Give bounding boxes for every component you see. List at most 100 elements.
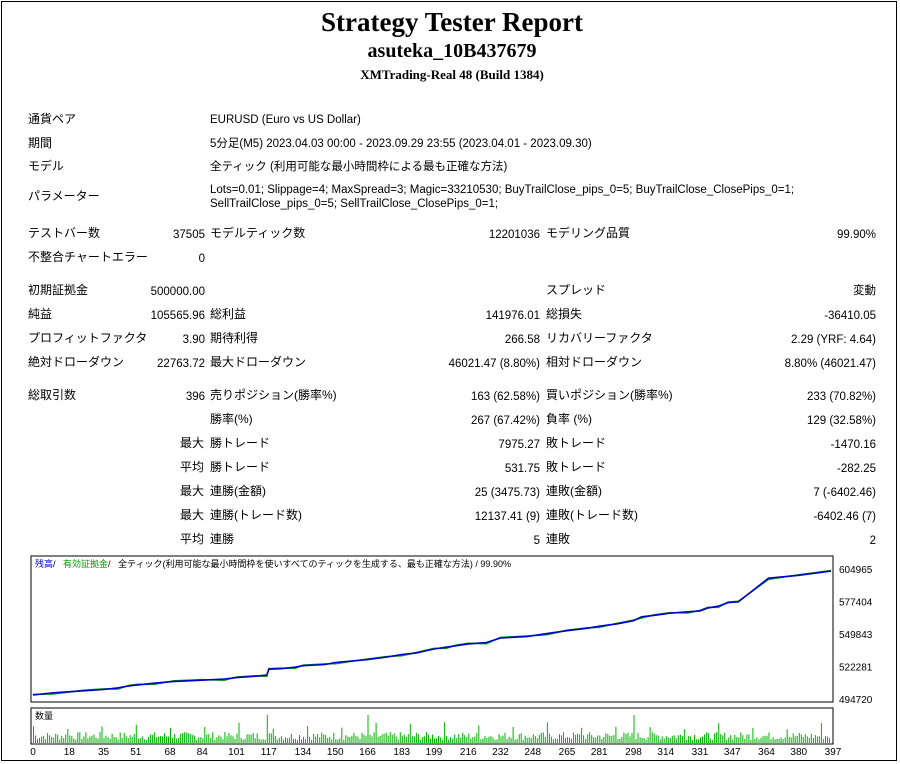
volume-bar: [452, 738, 454, 743]
volume-bar: [607, 734, 609, 743]
y-tick-label: 494720: [839, 695, 873, 706]
volume-bar: [466, 736, 468, 743]
legend-equity: 有効証拠金: [63, 558, 108, 569]
volume-bar: [681, 736, 683, 743]
volume-bar: [375, 722, 377, 743]
volume-bar: [434, 738, 435, 743]
volume-bar: [198, 737, 200, 743]
volume-bar: [827, 736, 828, 743]
volume-bar: [609, 735, 611, 743]
volume-bar: [802, 737, 804, 743]
volume-bar: [492, 737, 494, 743]
volume-bar: [486, 738, 488, 743]
volume-bar: [85, 732, 87, 743]
volume-bar: [164, 733, 165, 743]
volume-bar: [299, 735, 300, 743]
volume-bar: [232, 736, 234, 743]
volume-bar: [244, 738, 246, 743]
volume-bar: [585, 738, 587, 743]
volume-bar: [220, 736, 222, 743]
volume-bar: [133, 733, 135, 743]
volume-bar: [822, 739, 824, 743]
x-tick-label: 314: [657, 747, 674, 758]
volume-bar: [508, 736, 510, 743]
mismatch-label: 不整合チャートエラー: [28, 250, 148, 264]
x-tick-label: 101: [228, 747, 245, 758]
volume-bar: [387, 735, 389, 743]
volume-bar: [121, 738, 123, 743]
volume-bar: [530, 738, 532, 743]
volume-bar: [327, 737, 329, 743]
volume-bar: [208, 734, 210, 743]
volume-bar: [91, 735, 93, 743]
volume-bar: [659, 739, 661, 743]
ea-name: asuteka_10B437679: [367, 40, 537, 62]
volume-bar: [111, 733, 113, 743]
volume-bar: [679, 734, 681, 743]
volume-bar: [77, 732, 79, 743]
x-tick-label: 281: [591, 747, 608, 758]
volume-bar: [732, 739, 734, 743]
volume-bar: [687, 736, 689, 743]
cons-win-cnt-value: 12137.41 (9): [474, 511, 540, 523]
volume-bar: [395, 736, 397, 743]
volume-bar: [236, 733, 238, 743]
volume-bar: [331, 739, 333, 743]
volume-bar: [41, 736, 43, 743]
volume-bar: [250, 734, 252, 743]
volume-bar: [528, 737, 530, 743]
volume-bar: [788, 736, 790, 743]
volume-bar: [101, 726, 103, 743]
volume-bar: [494, 739, 496, 743]
volume-bar: [450, 736, 452, 743]
chart-plot-area: [30, 555, 834, 703]
volume-bar: [37, 739, 38, 743]
volume-bar: [764, 735, 766, 743]
volume-bar: [460, 737, 462, 743]
volume-bar: [57, 734, 59, 743]
volume-bar: [266, 715, 268, 743]
trades-value: 396: [185, 391, 205, 403]
volume-bar: [172, 738, 173, 743]
abs-dd-value: 22763.72: [157, 358, 205, 370]
volume-bar: [792, 733, 794, 743]
volume-bar: [371, 736, 373, 743]
volume-bar: [825, 736, 826, 743]
volume-bar: [147, 736, 149, 743]
volume-bar: [548, 733, 550, 743]
quality-value: 99.90%: [836, 229, 876, 241]
volume-bar: [280, 736, 282, 743]
volume-bar: [712, 740, 714, 743]
volume-bar: [359, 739, 361, 743]
winrate-label: 勝率(%): [210, 412, 253, 426]
volume-bar: [317, 734, 319, 743]
volume-bar: [756, 737, 758, 743]
volume-bar: [673, 735, 675, 743]
volume-bar: [637, 732, 639, 743]
volume-bar: [35, 735, 36, 743]
volume-label: 数量: [35, 710, 53, 721]
x-tick-label: 347: [724, 747, 741, 758]
volume-bar: [355, 735, 357, 743]
volume-bar: [698, 739, 699, 743]
volume-bar: [591, 735, 593, 743]
volume-bar: [127, 738, 129, 743]
volume-bar: [820, 723, 822, 743]
volume-bar: [256, 733, 258, 743]
avg-loss-value: -282.25: [836, 463, 876, 475]
volume-bar: [170, 727, 171, 743]
volume-bar: [79, 732, 81, 743]
volume-bar: [401, 735, 403, 743]
volume-bar: [153, 732, 155, 743]
volume-bar: [524, 735, 526, 743]
volume-bar: [488, 736, 490, 743]
volume-bar: [325, 734, 327, 743]
short-label: 売りポジション(勝率%): [210, 388, 337, 402]
volume-bar: [196, 739, 198, 743]
cons-win-value: 5: [533, 535, 540, 547]
lossrate-value: 129 (32.58%): [806, 415, 876, 427]
volume-bar: [93, 734, 95, 743]
max-label-3: 最大: [180, 508, 205, 522]
x-tick-label: 216: [460, 747, 477, 758]
legend-sep-1: /: [53, 559, 56, 569]
